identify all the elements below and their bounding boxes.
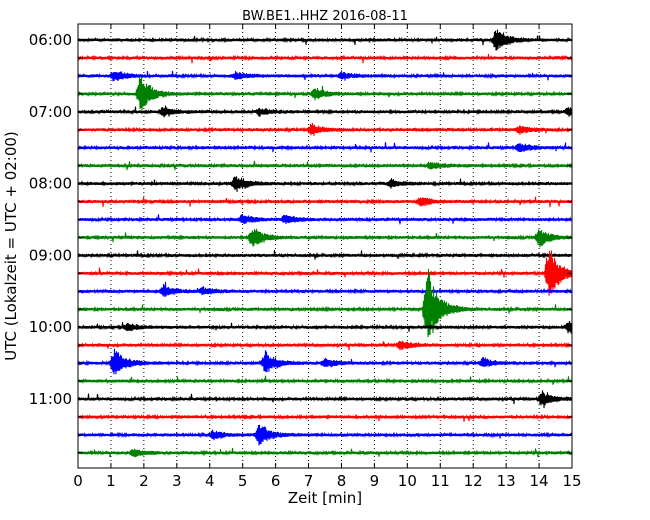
chart-title: BW.BE1..HHZ 2016-08-11 xyxy=(242,9,408,24)
seismogram-trace xyxy=(77,142,573,153)
seismogram-trace xyxy=(77,340,573,351)
seismogram-trace xyxy=(77,123,573,136)
x-tick-label: 4 xyxy=(205,472,215,490)
x-tick-label: 14 xyxy=(530,472,549,490)
x-tick-label: 10 xyxy=(398,472,417,490)
seismogram-trace xyxy=(77,375,573,385)
seismogram-trace xyxy=(77,320,573,334)
seismogram-trace xyxy=(77,281,573,298)
y-axis-label: UTC (Lokalzeit = UTC + 02:00) xyxy=(2,131,20,361)
x-tick-label: 15 xyxy=(562,472,581,490)
x-tick-label: 12 xyxy=(464,472,483,490)
seismogram-trace xyxy=(77,249,573,260)
seismogram-trace xyxy=(77,214,573,225)
x-tick-label: 6 xyxy=(271,472,281,490)
y-tick-label: 11:00 xyxy=(29,390,72,408)
seismogram-trace xyxy=(77,196,573,208)
x-tick-label: 3 xyxy=(172,472,182,490)
seismogram-trace xyxy=(77,105,573,118)
seismogram-trace xyxy=(77,228,573,248)
seismogram-trace xyxy=(77,413,573,422)
seismogram-traces xyxy=(77,29,573,458)
seismogram-trace xyxy=(77,268,573,338)
seismogram-trace xyxy=(77,160,573,171)
x-tick-label: 2 xyxy=(139,472,149,490)
seismogram-trace xyxy=(77,250,573,296)
plot-frame xyxy=(77,23,573,469)
x-tick-label: 8 xyxy=(337,472,347,490)
seismogram-trace xyxy=(77,176,573,192)
y-tick-label: 06:00 xyxy=(29,31,72,49)
y-axis-ticks: 06:00 07:00 08:00 09:00 10:00 11:00 xyxy=(29,31,572,454)
seismogram-trace xyxy=(77,424,573,446)
x-tick-label: 0 xyxy=(73,472,83,490)
seismogram-trace xyxy=(77,348,573,375)
y-tick-label: 10:00 xyxy=(29,318,72,336)
x-tick-label: 11 xyxy=(431,472,450,490)
x-axis-label: Zeit [min] xyxy=(288,489,362,507)
x-tick-label: 5 xyxy=(238,472,248,490)
seismogram-trace xyxy=(77,390,573,409)
y-tick-label: 09:00 xyxy=(29,246,72,264)
seismogram-trace xyxy=(77,29,573,51)
x-tick-label: 7 xyxy=(304,472,314,490)
seismogram-trace xyxy=(77,447,573,458)
y-tick-label: 07:00 xyxy=(29,103,72,121)
x-tick-label: 1 xyxy=(106,472,116,490)
seismogram-trace xyxy=(77,76,573,111)
y-tick-label: 08:00 xyxy=(29,175,72,193)
x-tick-label: 13 xyxy=(497,472,516,490)
x-tick-label: 9 xyxy=(370,472,380,490)
seismogram-trace xyxy=(77,53,573,64)
seismogram-trace xyxy=(77,70,573,82)
x-axis-ticks: 0 1 2 3 4 5 6 7 8 9 10 11 12 13 14 15 xyxy=(73,24,582,490)
